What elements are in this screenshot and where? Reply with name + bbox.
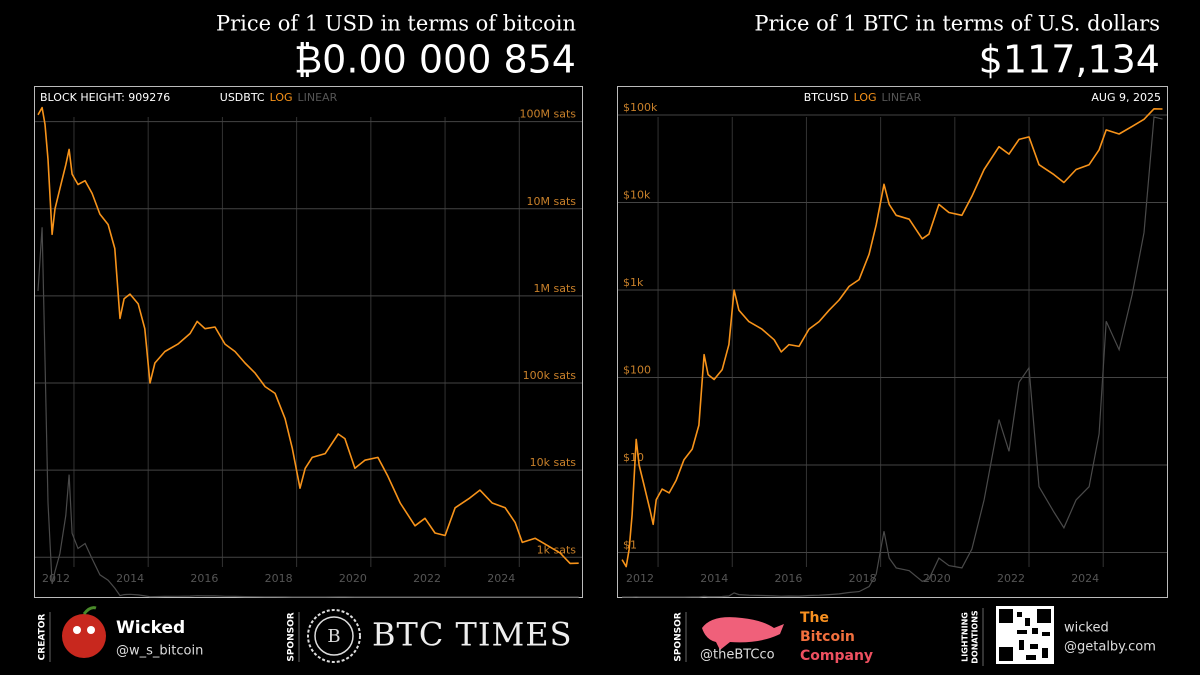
footer: CREATOR Wicked @w_s_bitcoin SPONSOR B BT…: [38, 606, 1156, 666]
scale-switch: BTCUSD LOG LINEAR: [804, 91, 922, 104]
donation-address: @getalby.com: [1064, 640, 1156, 655]
headline-price: $117,134: [979, 38, 1160, 82]
x-tick-label: 2024: [1071, 572, 1099, 585]
series-label: BTCUSD: [804, 91, 849, 104]
sponsor-name: The: [800, 610, 829, 626]
sponsor-name: Bitcoin: [800, 629, 855, 645]
role-label: DONATIONS: [971, 610, 980, 664]
y-tick-label: 1k sats: [537, 543, 577, 556]
sponsor-logo: [702, 617, 784, 650]
y-tick-label: 100k sats: [523, 369, 577, 382]
price-line: [37, 106, 579, 565]
x-tick-label: 2022: [413, 572, 441, 585]
avatar: [62, 614, 106, 658]
x-tick-label: 2014: [116, 572, 144, 585]
x-tick-label: 2020: [923, 572, 951, 585]
y-tick-label: 1M sats: [533, 282, 576, 295]
x-tick-label: 2020: [339, 572, 367, 585]
y-tick-label: $100k: [623, 101, 658, 114]
right-panel: [617, 86, 1168, 598]
y-tick-label: 100M sats: [520, 108, 577, 121]
x-tick-label: 2012: [42, 572, 70, 585]
role-label: SPONSOR: [674, 612, 684, 661]
qr-pattern: [999, 609, 1051, 661]
y-tick-label: $100: [623, 364, 651, 377]
role-label: LIGHTNING: [961, 612, 970, 662]
x-tick-label: 2012: [626, 572, 654, 585]
btc-times-logo: [314, 616, 354, 656]
avatar-leaf: [82, 606, 97, 615]
x-tick-label: 2014: [700, 572, 728, 585]
x-tick-label: 2018: [265, 572, 293, 585]
y-tick-label: 10k sats: [530, 456, 577, 469]
linear-overlay-line: [37, 227, 579, 598]
scale-option[interactable]: LINEAR: [298, 91, 338, 104]
y-tick-label: $1k: [623, 276, 644, 289]
price-line: [621, 108, 1163, 568]
avatar-eye: [87, 626, 95, 634]
linear-overlay-line: [622, 116, 1163, 598]
role-label: SPONSOR: [287, 612, 297, 661]
chart-title: Price of 1 BTC in terms of U.S. dollars: [754, 12, 1160, 36]
x-tick-label: 2016: [774, 572, 802, 585]
headline-price: ₿0.00 000 854: [294, 38, 576, 82]
x-tick-label: 2022: [997, 572, 1025, 585]
x-tick-label: 2016: [190, 572, 218, 585]
corner-note: BLOCK HEIGHT: 909276: [40, 91, 170, 104]
creator-handle: @w_s_bitcoin: [116, 644, 203, 659]
donation-address: wicked: [1064, 621, 1109, 636]
avatar-eye: [73, 626, 81, 634]
x-tick-label: 2024: [487, 572, 515, 585]
scale-option[interactable]: LINEAR: [882, 91, 922, 104]
btc-times-logo: [307, 609, 361, 663]
scale-option[interactable]: LOG: [270, 91, 293, 104]
creator-name: Wicked: [116, 618, 185, 638]
sponsor-name: Company: [800, 648, 873, 664]
y-tick-label: $10: [623, 451, 644, 464]
sponsor-name: BTC TIMES: [372, 616, 573, 654]
y-tick-label: 10M sats: [527, 195, 577, 208]
chart-title: Price of 1 USD in terms of bitcoin: [216, 12, 576, 36]
role-label: CREATOR: [38, 614, 48, 661]
charts: Price of 1 USD in terms of bitcoin₿0.00 …: [35, 12, 1167, 598]
scale-option[interactable]: LOG: [854, 91, 877, 104]
corner-note: AUG 9, 2025: [1091, 91, 1161, 104]
x-tick-label: 2018: [849, 572, 877, 585]
sponsor-handle: @theBTCco: [700, 648, 775, 663]
logo-glyph: B: [327, 626, 340, 647]
scale-switch: USDBTC LOG LINEAR: [220, 91, 338, 104]
series-label: USDBTC: [220, 91, 265, 104]
y-tick-label: $10k: [623, 189, 651, 202]
